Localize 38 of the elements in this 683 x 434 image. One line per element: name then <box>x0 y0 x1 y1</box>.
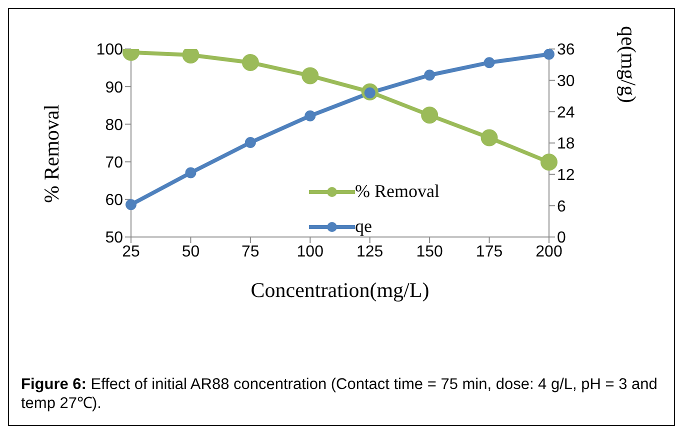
point <box>185 167 196 178</box>
y2-tick-label: 6 <box>557 198 566 216</box>
y-tick-label: 90 <box>105 79 124 96</box>
caption: Figure 6: Effect of initial AR88 concentration (Contact time = 75 min, dose: 4 g/L, pH = 3 and temp 27℃). <box>21 375 658 413</box>
point <box>480 129 498 146</box>
point <box>304 110 316 122</box>
y2-tick-label: 12 <box>557 167 575 184</box>
x-tick-label: 125 <box>356 243 384 260</box>
y-tick-label: 100 <box>96 42 124 59</box>
y-tick-label: 60 <box>105 192 124 210</box>
point <box>126 199 136 210</box>
legend-label: qe <box>355 216 372 237</box>
y-tick-label: 70 <box>105 154 124 172</box>
point <box>182 49 200 64</box>
point <box>484 57 495 68</box>
x-tick-label: 25 <box>122 243 140 260</box>
point <box>421 106 438 124</box>
x-tick-label: 150 <box>416 243 444 260</box>
y-tick-label: 50 <box>105 230 124 247</box>
x-tick-label: 50 <box>182 243 200 260</box>
legend-label: % Removal <box>355 181 440 202</box>
y2-tick-label: 24 <box>557 104 575 122</box>
y2-tick-label: 18 <box>557 136 575 153</box>
x-tick-label: 75 <box>242 243 260 260</box>
x-axis-title: Concentration(mg/L) <box>250 278 430 302</box>
x-tick-label: 100 <box>296 243 324 260</box>
point <box>242 54 259 72</box>
point <box>424 70 436 81</box>
y2-axis-title: qe(mg/g) <box>616 26 641 103</box>
y2-tick-label: 36 <box>557 42 575 59</box>
y-tick-label: 80 <box>105 116 124 134</box>
point <box>302 67 319 84</box>
y-axis-title: % Removal <box>39 104 64 203</box>
point <box>540 154 558 171</box>
point <box>244 136 256 148</box>
x-tick-label: 200 <box>536 243 562 260</box>
x-tick-label: 175 <box>476 243 503 260</box>
y2-tick-label: 30 <box>557 73 575 90</box>
